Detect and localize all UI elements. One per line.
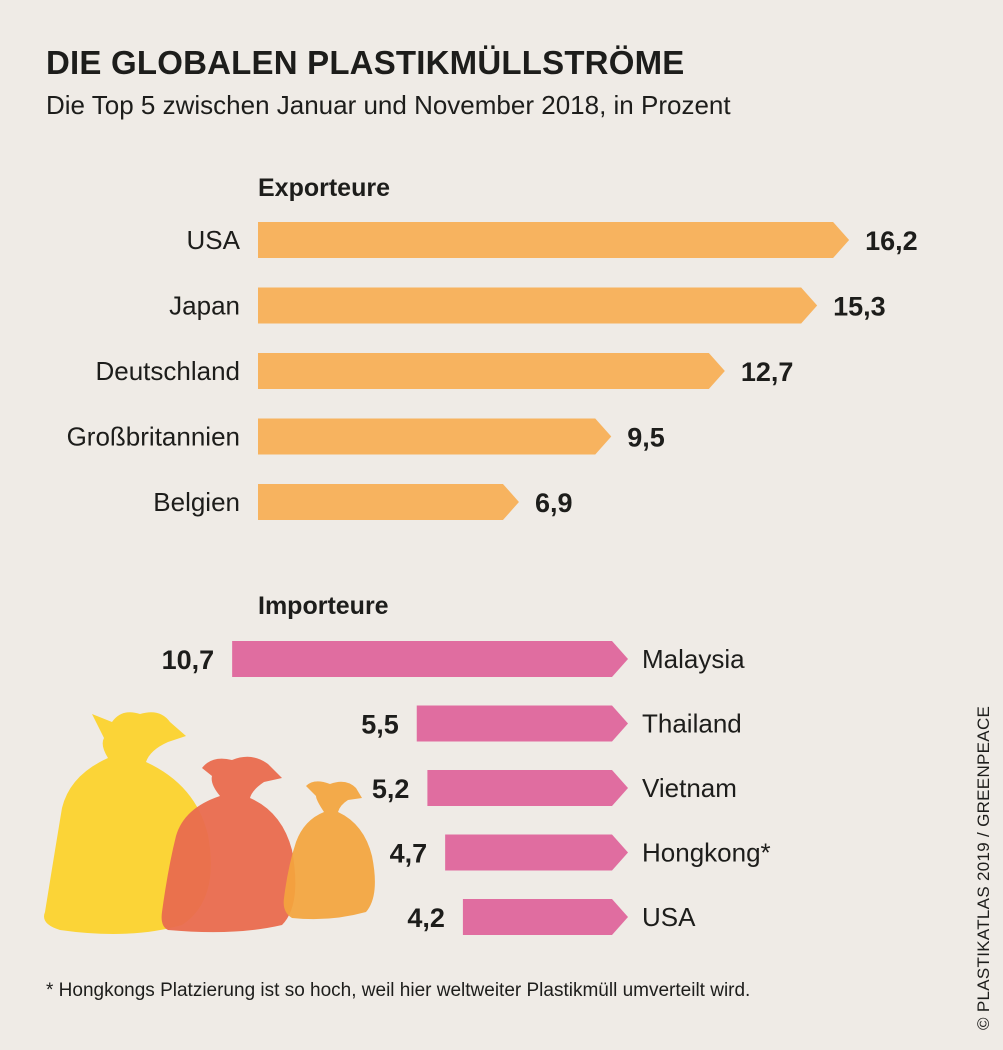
footnote: * Hongkongs Platzierung ist so hoch, wei… [46,980,751,1001]
exporter-label: Japan [169,291,240,321]
exporter-value-label: 15,3 [833,292,886,322]
importer-value-label: 4,7 [390,839,428,869]
importer-value-label: 10,7 [162,645,215,675]
importer-label: Malaysia [642,644,745,674]
exporter-value-label: 16,2 [865,226,918,256]
exporter-label: Großbritannien [67,422,240,452]
importer-value-label: 5,5 [361,710,399,740]
importer-label: Vietnam [642,773,737,803]
importer-bar [445,834,628,871]
exporter-bar [258,484,519,520]
importers-heading: Importeure [258,592,389,620]
importer-value-label: 4,2 [407,903,445,933]
importer-label: Hongkong* [642,838,771,868]
importer-label: Thailand [642,709,742,739]
importer-bar [232,641,628,677]
exporter-value-label: 12,7 [741,357,794,387]
exporters-heading: Exporteure [258,174,390,202]
exporter-label: Deutschland [95,356,240,386]
orange-bag-icon [283,781,375,920]
chart-subtitle: Die Top 5 zwischen Januar und November 2… [46,90,731,120]
exporter-bar [258,418,612,455]
red-bag-icon [161,756,296,933]
exporter-value-label: 6,9 [535,488,573,518]
chart-title: DIE GLOBALEN PLASTIKMÜLLSTRÖME [46,44,685,81]
source-credit: © PLASTIKATLAS 2019 / GREENPEACE [974,705,993,1030]
plastic-bags-icon [44,712,375,934]
exporter-value-label: 9,5 [627,423,665,453]
importer-bar [427,770,628,806]
exporter-bar [258,287,818,324]
exporter-bar [258,353,725,389]
importer-value-label: 5,2 [372,774,410,804]
importer-bar [462,899,628,935]
importer-bar [416,705,628,742]
exporter-bar [258,222,850,258]
importer-label: USA [642,902,696,932]
exporter-label: Belgien [153,487,240,517]
exporter-label: USA [187,225,241,255]
